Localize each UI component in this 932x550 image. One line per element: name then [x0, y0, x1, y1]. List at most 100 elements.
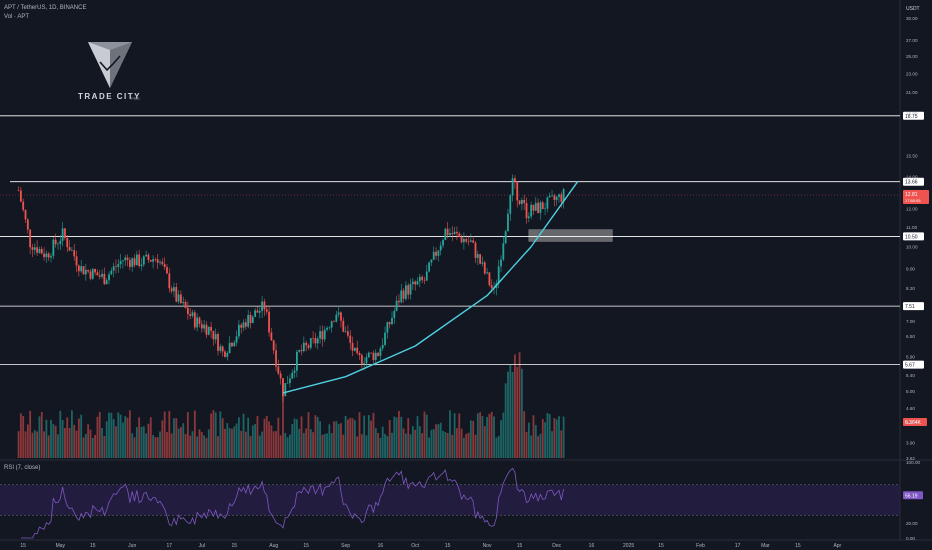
candle-body	[525, 203, 528, 219]
volume-bar	[546, 412, 549, 458]
candle-body	[321, 331, 324, 340]
countdown-label: 17:50:05	[905, 198, 921, 203]
price-tick-label: 10.00	[906, 245, 918, 250]
volume-bar	[451, 434, 454, 458]
price-tick-label: 30.00	[906, 16, 918, 21]
volume-bar	[439, 422, 442, 458]
volume-bar	[89, 429, 92, 458]
candle-body	[416, 281, 419, 285]
candle-body	[258, 311, 261, 313]
time-tick-label: 16	[589, 543, 595, 549]
candle-body	[242, 322, 245, 328]
candle-body	[398, 300, 400, 303]
volume-bar	[198, 429, 201, 458]
candle-body	[560, 194, 563, 202]
candle-body	[305, 342, 308, 346]
volume-bar	[558, 416, 560, 458]
volume-bar	[363, 415, 366, 458]
candle-body	[488, 272, 491, 286]
volume-bar	[254, 424, 257, 458]
volume-bar	[293, 418, 296, 458]
candle-body	[351, 342, 354, 351]
volume-bar	[98, 411, 101, 458]
candle-body	[284, 383, 287, 397]
candle-body	[17, 190, 20, 191]
volume-bar	[50, 419, 52, 458]
volume-bar	[333, 421, 335, 458]
candle-body	[19, 190, 22, 202]
volume-bar	[321, 434, 324, 458]
volume-bar	[47, 435, 50, 458]
volume-bar	[537, 436, 540, 458]
volume-bar	[437, 424, 440, 458]
level-price-box	[903, 232, 924, 241]
candle-body	[84, 269, 87, 275]
candle-body	[103, 273, 106, 285]
candle-body	[138, 254, 141, 267]
candle-body	[337, 312, 340, 315]
volume-bar	[298, 428, 301, 458]
volume-bar	[131, 433, 134, 458]
volume-bar	[367, 415, 370, 458]
volume-bar	[379, 437, 382, 458]
time-tick-label: 15	[517, 543, 523, 549]
candle-body	[270, 332, 273, 341]
volume-bar	[226, 423, 229, 458]
rsi-value-box	[903, 491, 923, 500]
candle-body	[316, 338, 319, 344]
volume-bar	[393, 416, 396, 458]
candle-body	[75, 256, 78, 266]
level-price-box	[903, 177, 924, 186]
volume-bar	[45, 419, 48, 458]
price-tick-label: 4.30	[906, 420, 915, 425]
volume-bar	[407, 418, 410, 458]
rsi-legend[interactable]: RSI (7, close)	[4, 465, 41, 471]
volume-bar	[191, 431, 194, 458]
price-scale-unit[interactable]: USDT	[906, 6, 920, 12]
candle-body	[80, 266, 83, 272]
volume-bar	[142, 426, 145, 458]
volume-bar	[119, 414, 122, 458]
candle-body	[261, 301, 264, 312]
volume-bar	[186, 412, 189, 458]
volume-bar	[520, 368, 523, 458]
volume-bar	[43, 431, 45, 458]
volume-bar	[64, 427, 66, 458]
candle-body	[256, 310, 259, 313]
candle-body	[411, 281, 414, 285]
candle-body	[372, 352, 375, 361]
volume-bar	[525, 431, 528, 458]
candle-body	[203, 324, 206, 329]
level-price-label: 7.51	[905, 304, 915, 310]
candle-body	[532, 204, 535, 211]
candle-body	[175, 287, 178, 302]
time-tick-label: Feb	[696, 543, 705, 549]
candle-body	[119, 261, 122, 265]
candle-body	[300, 349, 303, 352]
candle-body	[439, 245, 442, 251]
candle-body	[182, 302, 185, 304]
candle-body	[460, 236, 463, 243]
candle-body	[26, 219, 29, 230]
volume-bar	[110, 412, 113, 458]
volume-bar	[534, 424, 537, 458]
current-price-label: 12.81	[905, 192, 918, 198]
time-tick-label: 15	[445, 543, 451, 549]
volume-bar	[166, 432, 168, 458]
volume-bar	[103, 436, 106, 458]
volume-bar	[548, 414, 551, 458]
candle-body	[483, 262, 486, 274]
candle-body	[520, 199, 523, 204]
candle-body	[68, 247, 71, 251]
volume-bar	[342, 434, 345, 458]
candle-body	[124, 257, 127, 261]
volume-legend[interactable]: Vol · APT	[4, 14, 30, 20]
candle-body	[381, 344, 384, 349]
symbol-title[interactable]: APT / TetherUS, 1D, BINANCE	[4, 5, 87, 11]
time-tick-label: 17	[735, 543, 741, 549]
volume-bar	[340, 423, 342, 458]
volume-bar	[490, 411, 493, 458]
candle-body	[312, 338, 315, 339]
candle-body	[207, 326, 210, 335]
